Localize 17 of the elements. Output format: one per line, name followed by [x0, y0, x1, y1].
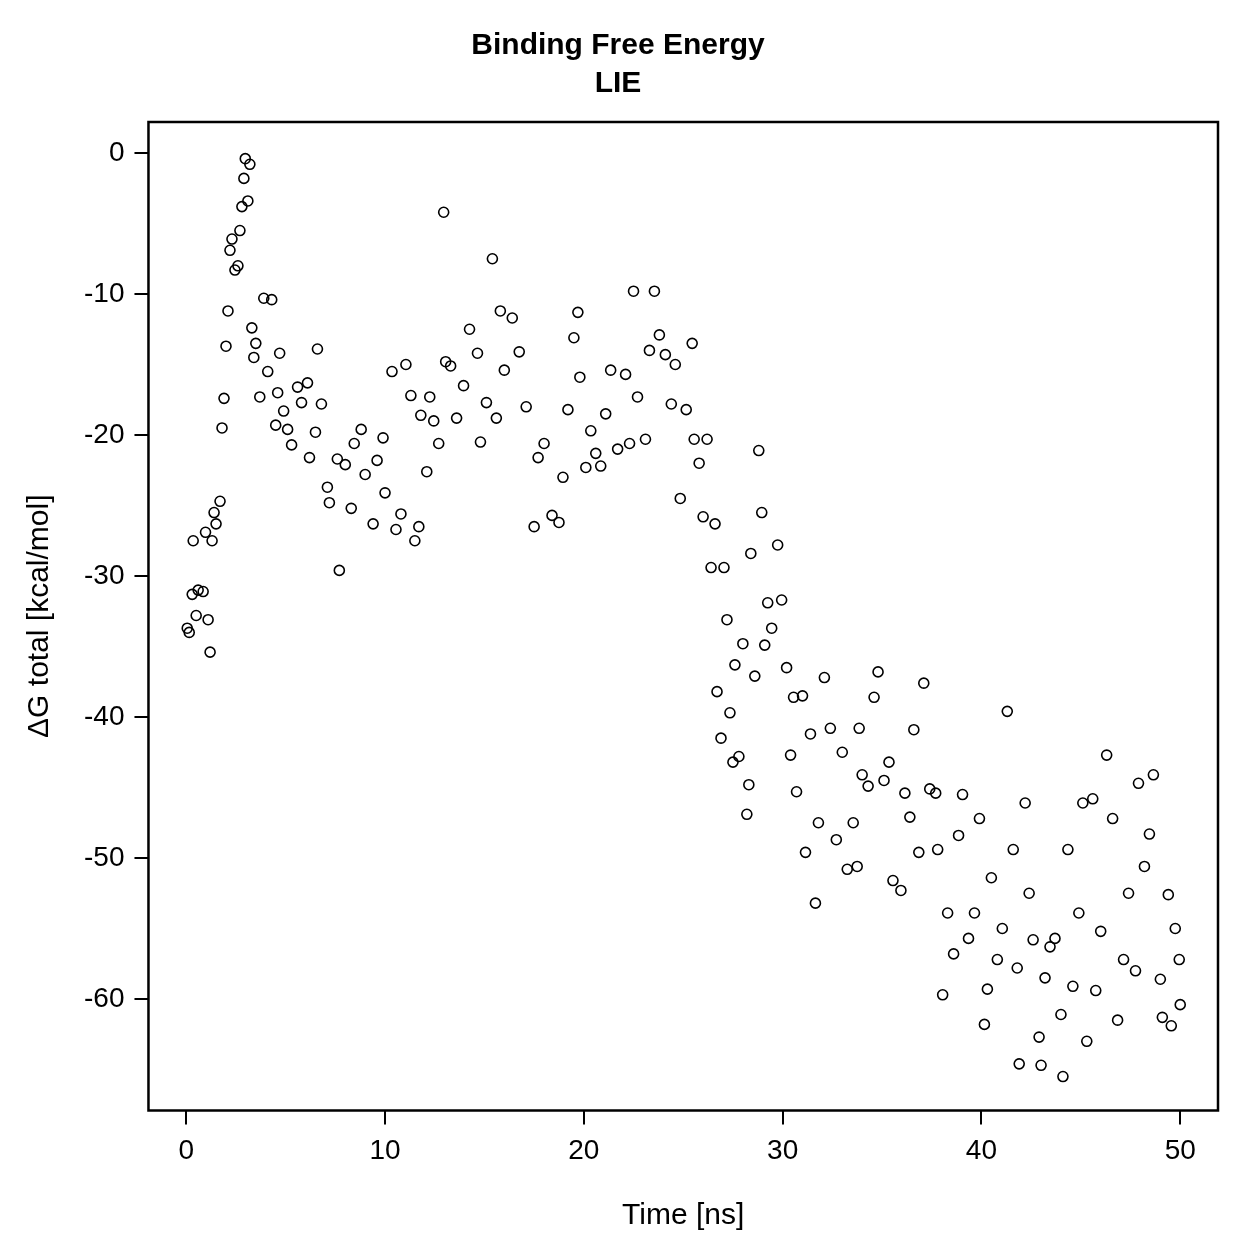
y-tick-label: -40	[84, 699, 125, 731]
y-tick-label: 0	[108, 135, 125, 167]
x-tick-label: 0	[178, 1133, 195, 1165]
chart-subtitle: LIE	[594, 65, 642, 99]
chart-title: Binding Free Energy	[471, 27, 765, 61]
x-tick-label: 20	[568, 1133, 600, 1165]
x-tick-label: 10	[369, 1133, 401, 1165]
y-tick-label: -30	[84, 558, 125, 590]
x-axis-title: Time [ns]	[622, 1197, 745, 1231]
y-tick-label: -50	[84, 840, 125, 872]
y-tick-label: -60	[84, 981, 125, 1013]
y-tick-label: -10	[84, 276, 125, 308]
x-tick-label: 40	[965, 1133, 998, 1165]
y-tick-label: -20	[84, 417, 125, 449]
y-axis-title: ΔG total [kcal/mol]	[21, 494, 55, 738]
x-tick-label: 50	[1164, 1133, 1196, 1165]
x-tick-label: 30	[767, 1133, 799, 1165]
